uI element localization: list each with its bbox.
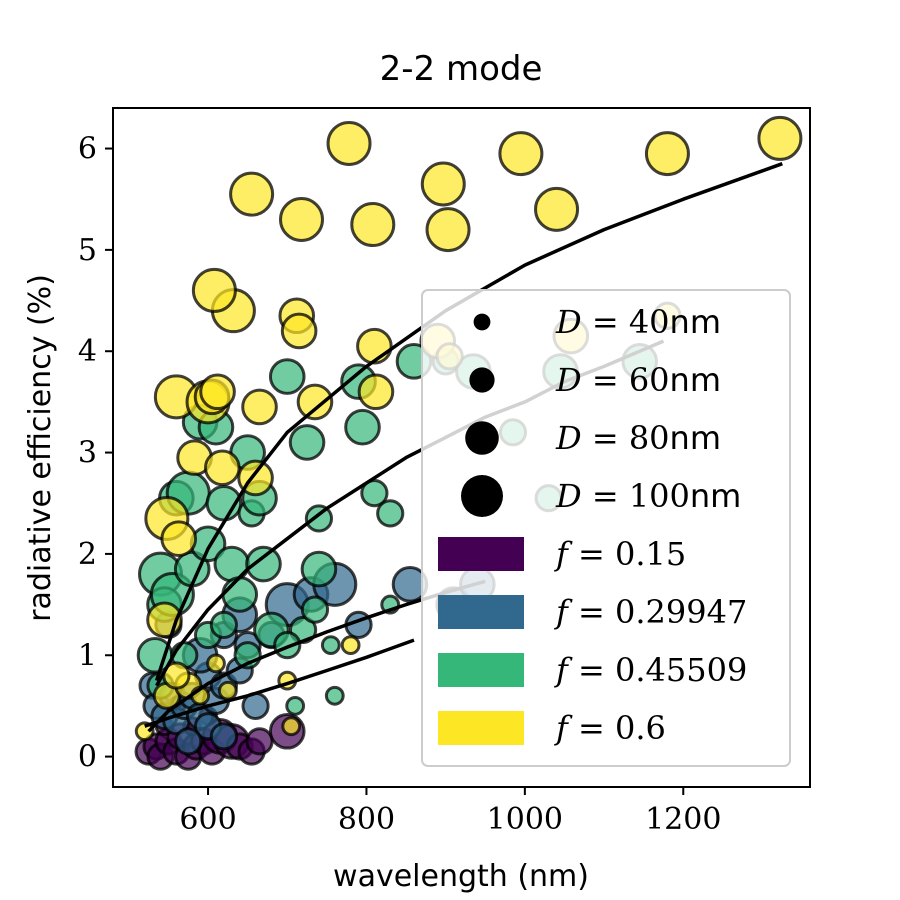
data-point-f-0.45509 xyxy=(320,635,341,656)
legend-size-marker xyxy=(461,475,503,517)
data-point-f-0.45509 xyxy=(300,595,330,624)
data-point-f-0.6 xyxy=(229,171,275,217)
data-point-f-0.45509 xyxy=(288,424,326,461)
data-point-f-0.6 xyxy=(498,131,544,177)
x-tick-label: 1000 xyxy=(487,802,563,837)
legend-label: f = 0.45509 xyxy=(554,651,747,689)
x-tick-label: 1200 xyxy=(645,802,721,837)
legend-color-swatch xyxy=(438,653,524,687)
data-point-f-0.45509 xyxy=(300,550,338,588)
data-point-f-0.6 xyxy=(326,120,372,166)
data-point-f-0.6 xyxy=(420,161,466,207)
data-point-f-0.15 xyxy=(245,727,274,756)
data-point-f-0.6 xyxy=(206,653,226,674)
data-point-f-0.45509 xyxy=(285,696,306,716)
y-axis-label: radiative efficiency (%) xyxy=(23,274,58,622)
data-point-f-0.6 xyxy=(204,449,241,487)
y-tick-label: 4 xyxy=(78,334,97,369)
legend-label: D = 80nm xyxy=(555,419,721,457)
fit-curve-f-0.15 xyxy=(144,638,415,728)
fit-curve-f-0.6 xyxy=(154,162,783,682)
data-point-f-0.6 xyxy=(191,267,237,313)
data-point-f-0.6 xyxy=(350,202,396,248)
data-point-f-0.6 xyxy=(241,388,278,426)
data-point-f-0.6 xyxy=(340,635,361,656)
x-tick-label: 800 xyxy=(338,802,395,837)
legend-size-marker xyxy=(465,421,499,455)
legend-size-marker xyxy=(469,367,495,393)
data-point-f-0.6 xyxy=(644,131,690,177)
y-tick-label: 5 xyxy=(78,233,97,268)
data-point-f-0.45509 xyxy=(209,610,238,639)
data-point-f-0.6 xyxy=(134,721,155,742)
y-tick-label: 3 xyxy=(78,436,97,471)
y-tick-label: 2 xyxy=(78,537,97,572)
data-point-f-0.6 xyxy=(279,196,325,242)
legend-label: f = 0.6 xyxy=(554,709,666,747)
data-point-f-0.6 xyxy=(357,373,395,411)
legend-label: D = 100nm xyxy=(555,477,741,515)
data-point-f-0.6 xyxy=(296,383,334,421)
data-point-f-0.6 xyxy=(280,312,318,350)
legend: D = 40nm D = 60nm D = 80nm D = 100nm f = 0.1… xyxy=(421,289,791,767)
y-tick-label: 6 xyxy=(78,132,97,167)
legend-label: D = 60nm xyxy=(555,361,721,399)
legend-box xyxy=(421,289,791,767)
legend-label: f = 0.29947 xyxy=(554,593,747,631)
data-point-f-0.6 xyxy=(281,716,302,737)
data-point-f-0.29947 xyxy=(174,727,203,756)
data-point-f-0.45509 xyxy=(304,504,334,533)
legend-color-swatch xyxy=(438,595,524,629)
y-tick-label: 0 xyxy=(78,740,97,775)
plot-frame xyxy=(112,107,811,788)
legend-label: f = 0.15 xyxy=(554,535,686,573)
data-point-f-0.45509 xyxy=(245,545,282,583)
data-point-f-0.45509 xyxy=(268,358,306,395)
data-point-f-0.6 xyxy=(217,680,238,701)
chart-title: 2-2 mode xyxy=(380,49,543,89)
data-point-f-0.45509 xyxy=(221,576,259,613)
data-point-f-0.6 xyxy=(757,115,803,161)
data-point-f-0.45509 xyxy=(376,499,405,528)
data-point-f-0.45509 xyxy=(213,545,251,583)
data-point-f-0.6 xyxy=(160,520,198,558)
x-axis-label: wavelength (nm) xyxy=(333,859,589,894)
data-point-f-0.29947 xyxy=(209,722,238,751)
y-tick-label: 1 xyxy=(78,638,97,673)
legend-label: D = 40nm xyxy=(555,303,721,341)
data-point-f-0.45509 xyxy=(324,685,345,706)
data-point-f-0.6 xyxy=(199,373,236,411)
legend-color-swatch xyxy=(438,711,524,745)
x-tick-label: 600 xyxy=(179,802,236,837)
axis-ticks: 600 800 1000 1200 0 1 2 3 4 5 6 xyxy=(78,132,722,837)
data-point-f-0.6 xyxy=(425,207,471,253)
legend-color-swatch xyxy=(438,537,524,571)
legend-size-marker xyxy=(473,313,491,331)
data-point-f-0.45509 xyxy=(360,479,389,508)
data-point-f-0.6 xyxy=(534,186,580,232)
data-point-f-0.6 xyxy=(356,327,393,365)
data-point-f-0.45509 xyxy=(344,408,381,446)
